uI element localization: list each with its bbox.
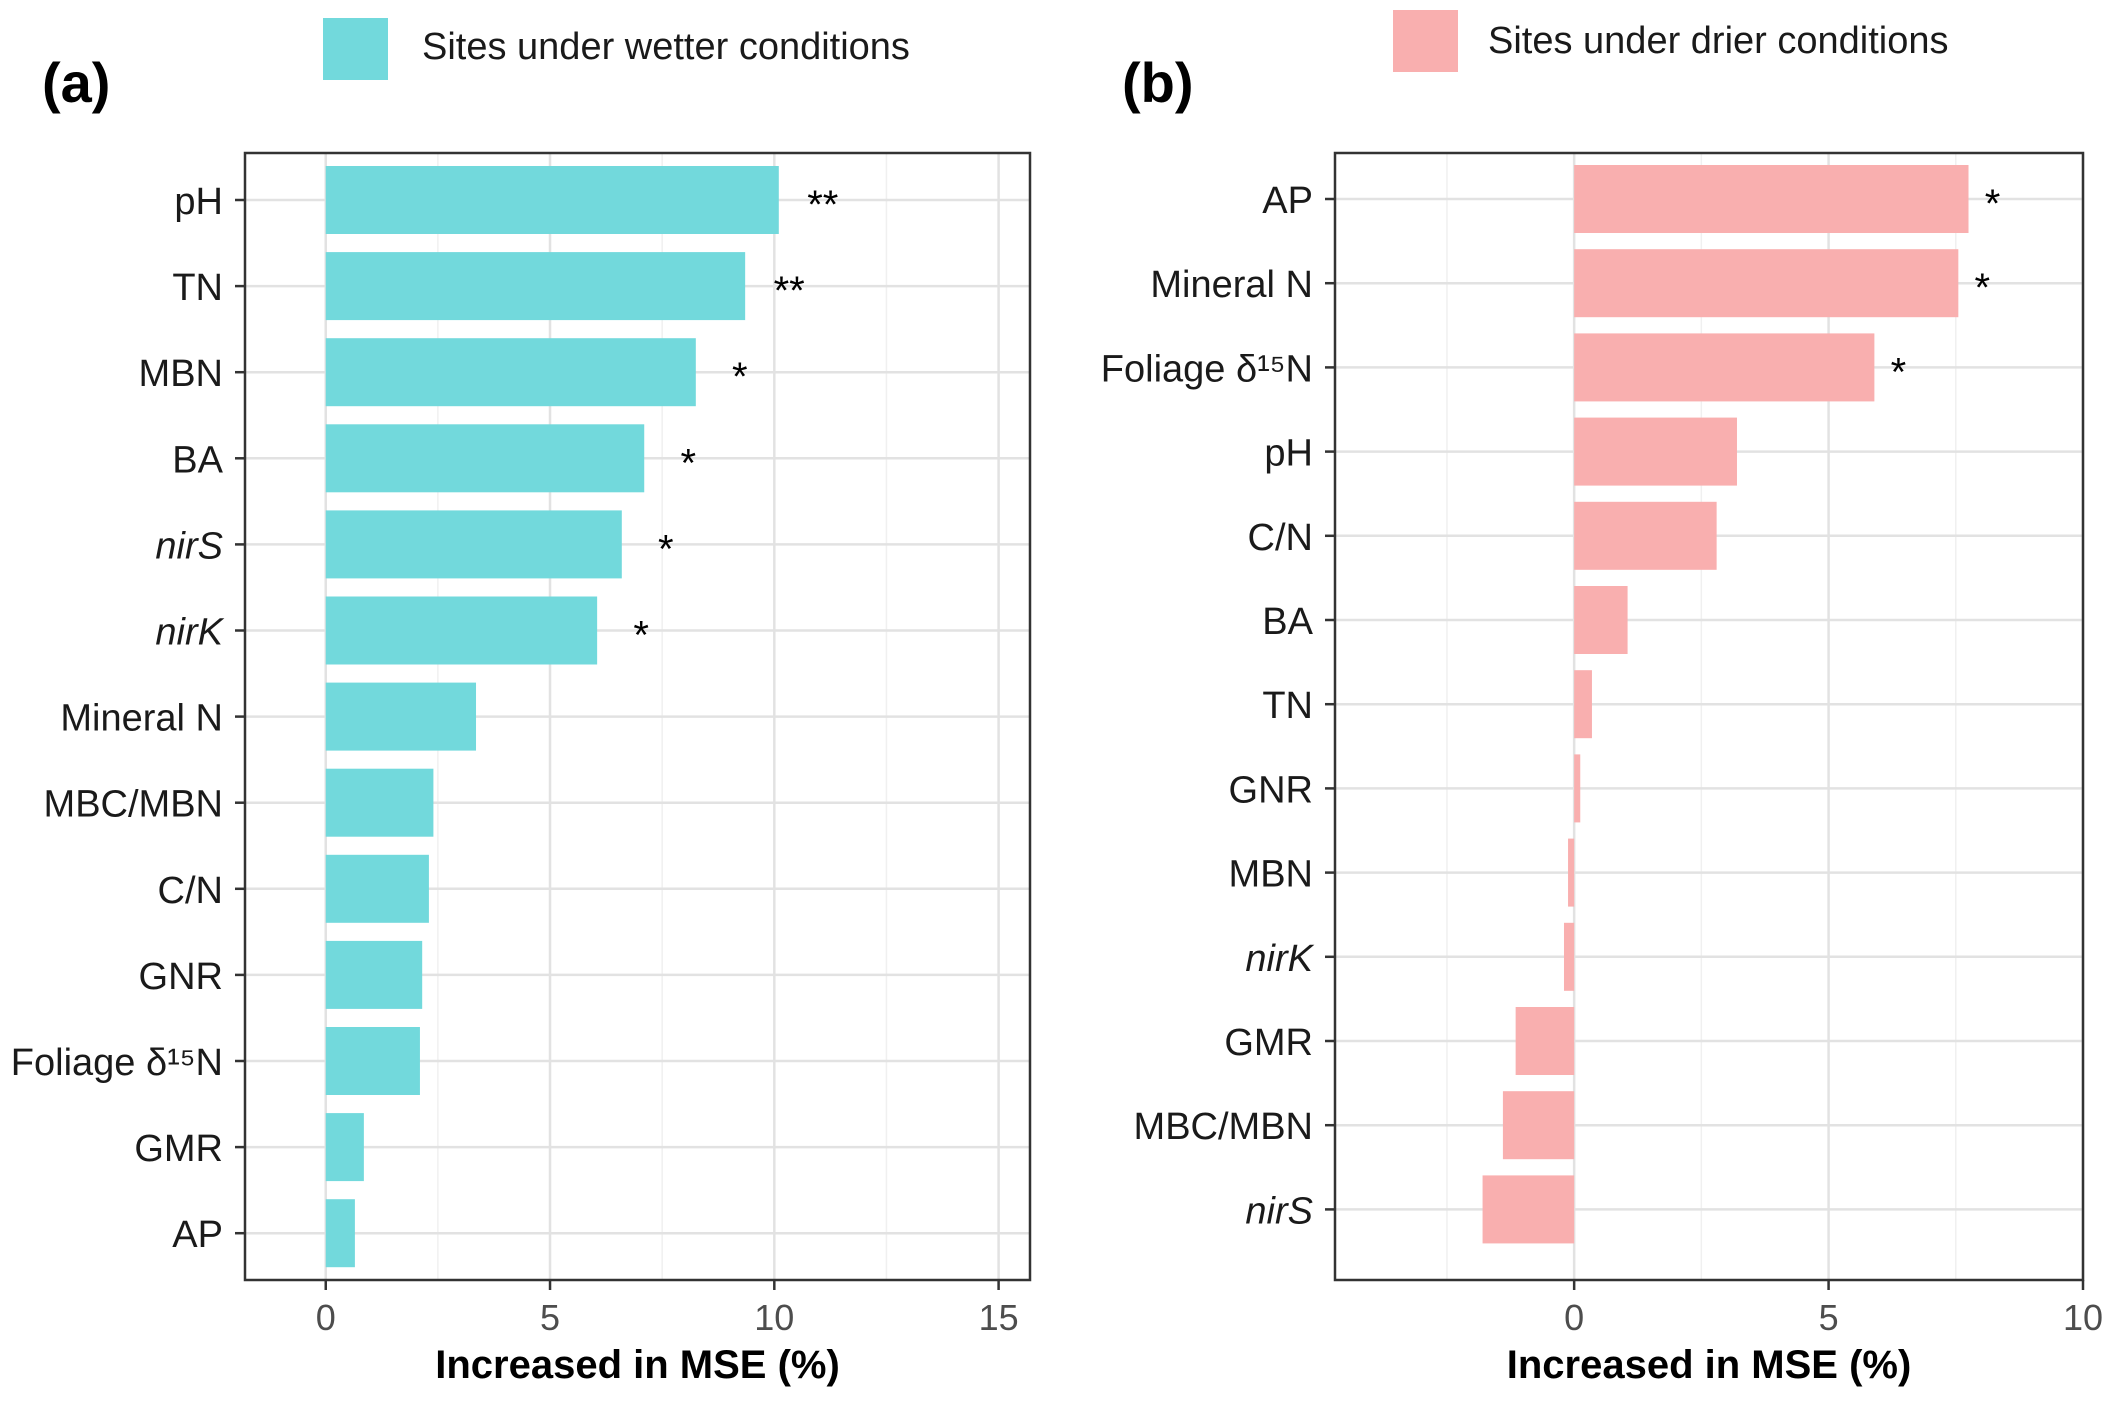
y-tick-label: Mineral N	[1150, 264, 1313, 306]
bar-mineral-n	[325, 682, 477, 751]
y-tick-label: BA	[1262, 601, 1313, 643]
significance-mark: **	[807, 183, 838, 227]
x-tick-label: 15	[979, 1297, 1019, 1338]
y-tick-label: BA	[172, 439, 223, 481]
y-tick-label: MBC/MBN	[44, 784, 223, 826]
bar-nirk	[1563, 922, 1575, 991]
y-tick-label: Foliage δ¹⁵N	[11, 1042, 223, 1084]
bar-gnr	[1574, 754, 1581, 823]
bar-nirs	[325, 510, 622, 579]
bar-mbn	[325, 338, 696, 407]
y-tick-label: C/N	[158, 870, 223, 912]
x-tick-label: 10	[754, 1297, 794, 1338]
x-tick-label: 0	[316, 1297, 336, 1338]
bar-ph	[325, 166, 779, 234]
bar-ap	[325, 1199, 355, 1268]
bar-tn	[325, 252, 746, 321]
significance-mark: *	[1891, 350, 1907, 394]
bar-foliage-n	[1574, 333, 1875, 402]
bar-ap	[1574, 165, 1969, 233]
significance-mark: **	[774, 269, 805, 313]
bar-mineral-n	[1574, 249, 1959, 318]
bar-mbc-mbn	[1502, 1091, 1575, 1160]
x-tick-label: 5	[540, 1297, 560, 1338]
x-tick-label: 10	[2063, 1297, 2103, 1338]
y-tick-label: Mineral N	[60, 698, 223, 740]
y-tick-label: GMR	[1224, 1022, 1313, 1064]
legend-label: Sites under drier conditions	[1488, 20, 1948, 62]
bar-gmr	[325, 1113, 364, 1182]
legend-swatch	[1393, 10, 1458, 72]
y-tick-label: AP	[1262, 180, 1313, 222]
plot-border	[1333, 151, 2085, 1282]
bar-ba	[325, 424, 645, 493]
y-tick-label: pH	[174, 181, 223, 223]
y-tick-label: nirS	[1245, 1190, 1313, 1232]
bar-nirk	[325, 596, 598, 665]
significance-mark: *	[633, 614, 649, 658]
x-tick-label: 5	[1819, 1297, 1839, 1338]
y-tick-label: nirS	[155, 525, 223, 567]
bar-ba	[1574, 586, 1628, 654]
y-tick-label: MBC/MBN	[1134, 1106, 1313, 1148]
panel-a: Sites under wetter conditions(a)********…	[11, 18, 1032, 1387]
significance-mark: *	[1975, 266, 1991, 310]
bar-nirs	[1482, 1175, 1575, 1244]
x-tick-label: 0	[1564, 1297, 1584, 1338]
bar-gmr	[1515, 1007, 1575, 1075]
panel-b: Sites under drier conditions (b) * * * AP Mine…	[1101, 10, 2103, 1387]
y-tick-label: GMR	[134, 1128, 223, 1170]
y-tick-label: nirK	[155, 612, 224, 654]
y-tick-label: Foliage δ¹⁵N	[1101, 348, 1313, 390]
y-tick-label: pH	[1264, 433, 1313, 475]
significance-mark: *	[680, 441, 696, 485]
y-tick-label: C/N	[1248, 517, 1313, 559]
significance-mark: *	[658, 527, 674, 571]
panel-label: (a)	[42, 51, 110, 114]
panel-label: (b)	[1122, 51, 1194, 114]
y-tick-label: MBN	[139, 353, 223, 395]
bar-tn	[1574, 670, 1592, 739]
y-tick-label: GNR	[139, 956, 223, 998]
y-tick-label: GNR	[1229, 769, 1313, 811]
bar-gnr	[325, 940, 423, 1009]
y-tick-label: AP	[172, 1214, 223, 1256]
legend-swatch	[323, 18, 388, 80]
bar-c-n	[325, 854, 429, 923]
bar-foliage-n	[325, 1027, 420, 1095]
bar-mbc-mbn	[325, 768, 434, 837]
significance-mark: *	[732, 355, 748, 399]
bar-c-n	[1574, 501, 1717, 570]
x-axis-title: Increased in MSE (%)	[1507, 1343, 1912, 1387]
bar-mbn	[1568, 838, 1575, 907]
significance-mark: *	[1985, 182, 2001, 226]
y-tick-label: TN	[1262, 685, 1313, 727]
legend-label: Sites under wetter conditions	[422, 26, 910, 68]
y-tick-label: nirK	[1245, 938, 1314, 980]
y-tick-label: TN	[172, 267, 223, 309]
y-tick-label: MBN	[1229, 854, 1313, 896]
x-axis-title: Increased in MSE (%)	[435, 1343, 840, 1387]
bar-ph	[1574, 417, 1737, 486]
